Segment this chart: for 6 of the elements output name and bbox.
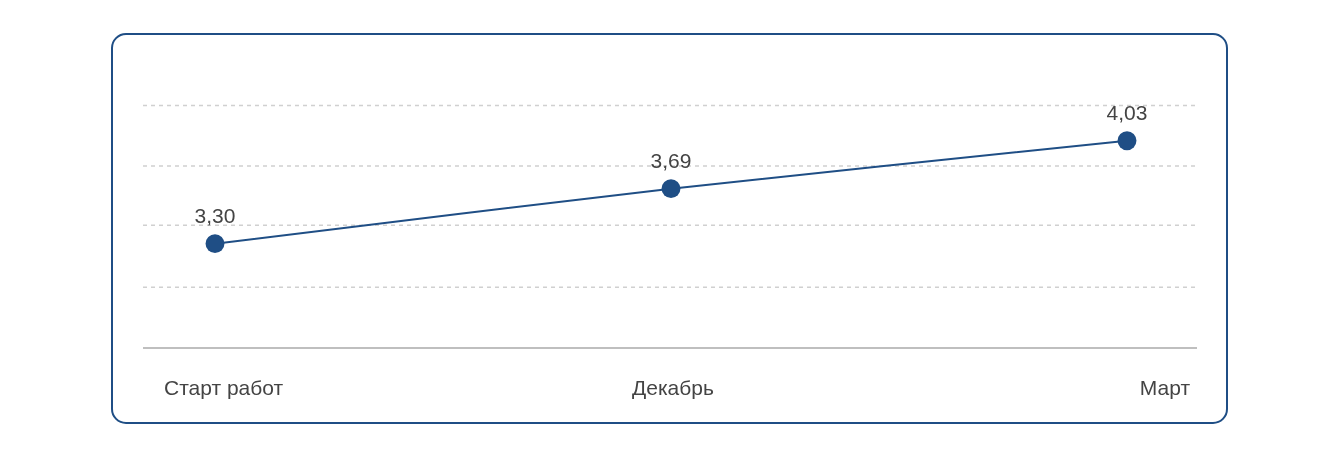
data-label: 3,30: [194, 203, 236, 227]
data-label: 4,03: [1106, 100, 1148, 124]
x-tick-label: Декабрь: [632, 376, 714, 399]
x-tick-label: Старт работ: [164, 376, 284, 399]
data-label: 3,69: [650, 148, 692, 172]
x-tick-label: Март: [1139, 376, 1191, 399]
